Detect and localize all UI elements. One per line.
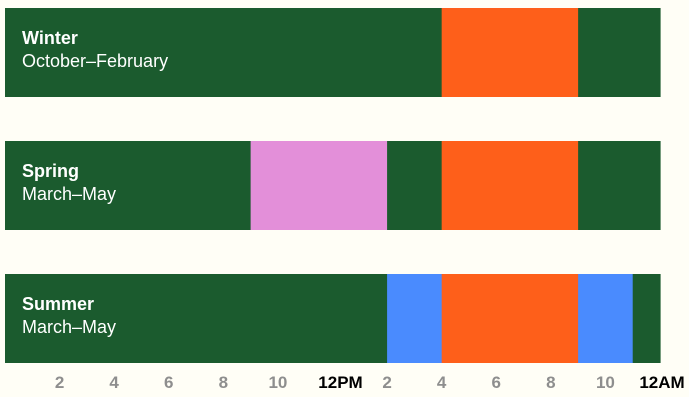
segment-spring-0 (5, 141, 252, 230)
row-winter (5, 8, 661, 97)
segment-winter-0 (5, 8, 443, 97)
segment-summer-3 (578, 274, 634, 363)
segment-summer-0 (5, 274, 388, 363)
tick-label: 12AM (639, 373, 685, 392)
row-label-winter: Winter October–February (22, 27, 168, 72)
segment-winter-2 (578, 8, 661, 97)
tick-label: 6 (491, 373, 501, 392)
row-months: March–May (22, 183, 117, 204)
tick-label: 8 (546, 373, 556, 392)
segment-spring-2 (387, 141, 443, 230)
segment-summer-2 (441, 274, 579, 363)
row-label-summer: Summer March–May (22, 293, 116, 338)
tick-label: 6 (164, 373, 174, 392)
tick-label: 10 (595, 373, 615, 392)
tick-label: 10 (268, 373, 288, 392)
row-spring (5, 141, 661, 230)
row-name: Summer (22, 294, 95, 314)
row-months: March–May (22, 316, 117, 337)
segment-spring-3 (441, 141, 579, 230)
segment-winter-1 (441, 8, 579, 97)
row-label-spring: Spring March–May (22, 160, 116, 205)
tick-label: 8 (218, 373, 229, 392)
row-name: Spring (22, 161, 79, 181)
row-summer (5, 274, 661, 363)
segment-spring-1 (250, 141, 388, 230)
tick-label: 2 (54, 373, 65, 392)
row-name: Winter (22, 28, 78, 48)
tick-label: 12PM (318, 373, 363, 392)
tick-label: 4 (109, 373, 119, 392)
segment-summer-4 (632, 274, 661, 363)
segment-spring-4 (578, 141, 661, 230)
tick-label: 2 (382, 373, 392, 392)
segment-summer-1 (387, 274, 443, 363)
tick-label: 4 (436, 373, 447, 392)
row-months: October–February (22, 50, 169, 71)
